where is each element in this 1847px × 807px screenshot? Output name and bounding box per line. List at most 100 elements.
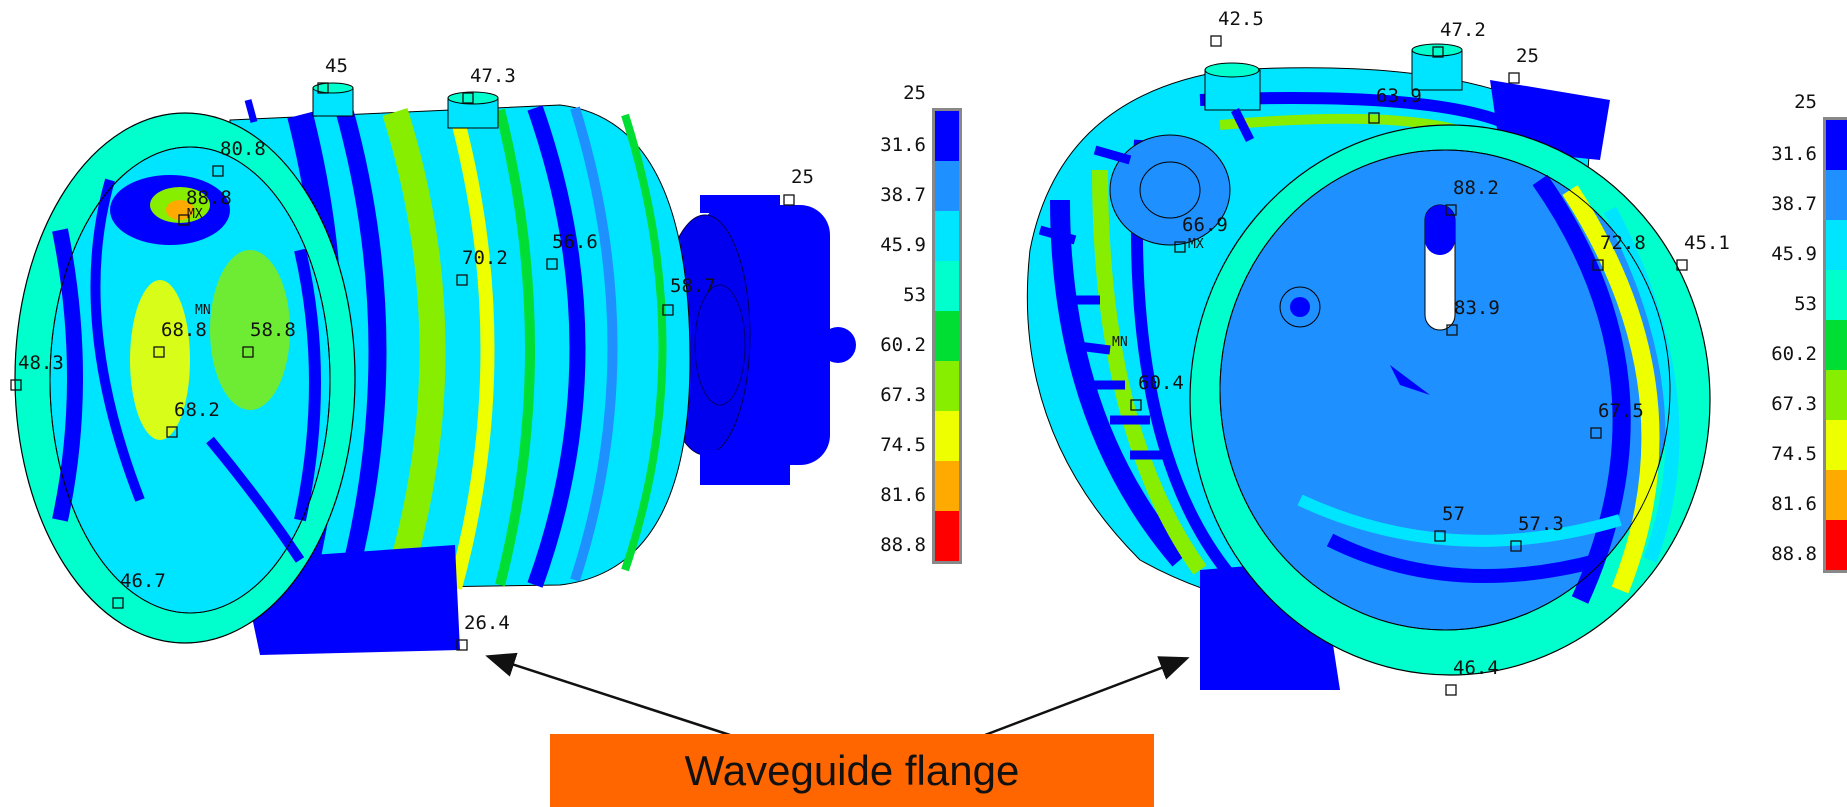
right-probe-label: 72.8 (1600, 232, 1646, 254)
left-colorbar-label: 31.6 (880, 134, 926, 156)
right-colorbar-segment (1826, 120, 1847, 170)
right-probe-marker (1130, 399, 1142, 411)
right-colorbar-label: 81.6 (1771, 493, 1817, 515)
left-colorbar-label: 81.6 (880, 484, 926, 506)
right-probe-label: 67.5 (1598, 400, 1644, 422)
left-probe-label: 80.8 (220, 138, 266, 160)
right-colorbar-label: 74.5 (1771, 443, 1817, 465)
left-probe-marker (153, 346, 165, 358)
left-probe-label: 45 (325, 55, 348, 77)
colorbar-right: 25 31.6 38.7 45.9 53 60.2 67.3 74.5 81.6 88.8 (1771, 91, 1847, 573)
right-probe-marker (1508, 72, 1520, 84)
left-colorbar-label: 74.5 (880, 434, 926, 456)
left-colorbar-label: 38.7 (880, 184, 926, 206)
left-probe-marker (456, 274, 468, 286)
right-probe-label: 57 (1442, 503, 1465, 525)
left-probe-label: 46.7 (120, 570, 166, 592)
left-colorbar-segment (935, 511, 959, 561)
left-probe-marker (10, 379, 22, 391)
left-colorbar-segment (935, 461, 959, 511)
right-probe-marker (1368, 112, 1380, 124)
right-probe-label: 83.9 (1454, 297, 1500, 319)
right-colorbar-label: 60.2 (1771, 343, 1817, 365)
left-colorbar-label: 45.9 (880, 234, 926, 256)
right-front-flange (1189, 124, 1711, 676)
left-front-flange (14, 112, 356, 644)
left-colorbar-label: 67.3 (880, 384, 926, 406)
right-colorbar-label: 53 (1794, 293, 1817, 315)
right-colorbar-segment (1826, 170, 1847, 220)
left-probe-marker (783, 194, 795, 206)
right-cavity-model (1026, 43, 1711, 690)
right-probe-label: 60.4 (1138, 372, 1184, 394)
left-colorbar-label: 88.8 (880, 534, 926, 556)
left-probe-marker (166, 426, 178, 438)
left-max-marker: MX (187, 207, 203, 222)
left-probe-marker (462, 92, 474, 104)
left-probe-label: 68.8 (161, 319, 207, 341)
right-probe-marker (1445, 204, 1457, 216)
right-probe-label: 63.9 (1376, 85, 1422, 107)
left-probe-marker (456, 639, 468, 651)
right-colorbar-segment (1826, 520, 1847, 570)
left-probe-label: 47.3 (470, 65, 516, 87)
left-colorbar-label: 53 (903, 284, 926, 306)
left-probe-label: 25 (791, 166, 814, 188)
left-probe-label: 68.2 (174, 399, 220, 421)
left-colorbar-label: 25 (903, 82, 926, 104)
left-colorbar-segment (935, 211, 959, 261)
left-colorbar-segment (935, 311, 959, 361)
right-probe-markers: 42.5 47.2 25 63.9 88.2 66.9 72.8 45.1 83.9 60.4 67… (1130, 8, 1730, 696)
left-colorbar-segment (935, 261, 959, 311)
right-probe-label: 47.2 (1440, 19, 1486, 41)
arrow-to-left-flange (485, 652, 731, 737)
right-probe-marker (1210, 35, 1222, 47)
right-probe-marker (1510, 540, 1522, 552)
right-probe-label: 88.2 (1453, 177, 1499, 199)
right-colorbar-label: 67.3 (1771, 393, 1817, 415)
left-probe-label: 70.2 (462, 247, 508, 269)
right-probe-label: 66.9 (1182, 214, 1228, 236)
right-colorbar-segment (1826, 270, 1847, 320)
right-colorbar-label: 31.6 (1771, 143, 1817, 165)
right-colorbar-label: 38.7 (1771, 193, 1817, 215)
right-probe-marker (1592, 259, 1604, 271)
left-probe-marker (662, 304, 674, 316)
callout-box: Waveguide flange (550, 734, 1154, 807)
left-probe-label: 48.3 (18, 352, 64, 374)
right-probe-marker (1434, 530, 1446, 542)
left-probe-label: 56.6 (552, 231, 598, 253)
left-min-marker: MN (195, 303, 211, 318)
right-colorbar-segment (1826, 420, 1847, 470)
right-colorbar-label: 25 (1794, 91, 1817, 113)
left-cavity-model (14, 82, 856, 655)
left-colorbar-segment (935, 361, 959, 411)
left-probe-label: 26.4 (464, 612, 510, 634)
left-probe-marker (317, 82, 329, 94)
right-colorbar-segment (1826, 370, 1847, 420)
right-probe-marker (1446, 324, 1458, 336)
left-colorbar-segment (935, 161, 959, 211)
right-probe-label: 25 (1516, 45, 1539, 67)
left-colorbar-segment (935, 111, 959, 161)
left-colorbar-label: 60.2 (880, 334, 926, 356)
right-probe-label: 45.1 (1684, 232, 1730, 254)
arrow-to-right-flange (984, 656, 1190, 737)
right-probe-label: 57.3 (1518, 513, 1564, 535)
left-probe-marker (242, 346, 254, 358)
colorbar-left: 25 31.6 38.7 45.9 53 60.2 67.3 74.5 81.6 88.8 (880, 82, 962, 564)
right-probe-marker (1432, 46, 1444, 58)
right-colorbar-label: 45.9 (1771, 243, 1817, 265)
right-colorbar-segment (1826, 470, 1847, 520)
right-probe-label: 42.5 (1218, 8, 1264, 30)
right-probe-marker (1445, 684, 1457, 696)
right-probe-marker (1590, 427, 1602, 439)
right-probe-marker (1676, 259, 1688, 271)
left-probe-marker (112, 597, 124, 609)
right-colorbar-segment (1826, 320, 1847, 370)
left-probe-marker (212, 165, 224, 177)
right-probe-label: 46.4 (1453, 657, 1499, 679)
left-colorbar-segment (935, 411, 959, 461)
callout-label: Waveguide flange (684, 746, 1020, 794)
